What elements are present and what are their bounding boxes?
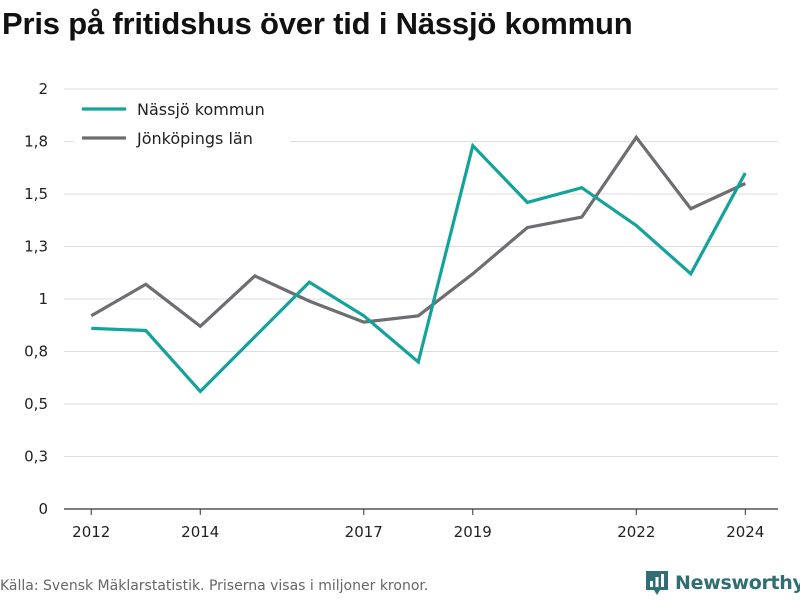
x-tick-label: 2019 bbox=[454, 523, 492, 541]
y-tick-label: 0,8 bbox=[24, 343, 48, 361]
y-tick-label: 1,5 bbox=[24, 185, 48, 203]
y-tick-label: 0,3 bbox=[24, 448, 48, 466]
legend-label: Nässjö kommun bbox=[137, 100, 265, 119]
chart-title: Pris på fritidshus över tid i Nässjö kom… bbox=[2, 6, 633, 41]
x-tick-label: 2012 bbox=[72, 523, 110, 541]
series-line-nässjö-kommun bbox=[91, 142, 747, 394]
source-note: Källa: Svensk Mäklarstatistik. Priserna … bbox=[0, 578, 429, 594]
x-tick-label: 2024 bbox=[726, 523, 764, 541]
newsworthy-logo-icon bbox=[646, 571, 668, 595]
y-tick-label: 1 bbox=[38, 290, 48, 308]
y-tick-label: 0,5 bbox=[24, 395, 48, 413]
series-lines bbox=[90, 134, 747, 394]
x-tick-label: 2022 bbox=[617, 523, 655, 541]
y-tick-label: 1,8 bbox=[24, 133, 48, 151]
grid-lines bbox=[64, 88, 778, 510]
legend-background bbox=[74, 96, 290, 150]
legend: Nässjö kommun Jönköpings län bbox=[74, 96, 290, 150]
legend-label: Jönköpings län bbox=[136, 129, 253, 148]
x-tick-label: 2017 bbox=[345, 523, 383, 541]
y-tick-label: 1,3 bbox=[24, 238, 48, 256]
brand-logo: Newsworthy bbox=[645, 570, 800, 596]
series-line-jönköpings-län bbox=[90, 134, 746, 329]
y-tick-label: 0 bbox=[38, 500, 48, 518]
y-axis-ticks: 0 0,3 0,5 0,8 1 1,3 1,5 1,8 2 bbox=[24, 80, 48, 518]
y-tick-label: 2 bbox=[38, 80, 48, 98]
brand-name: Newsworthy bbox=[675, 572, 800, 594]
x-tick-label: 2014 bbox=[181, 523, 219, 541]
x-axis-ticks: 2012 2014 2017 2019 2022 2024 bbox=[72, 509, 764, 541]
